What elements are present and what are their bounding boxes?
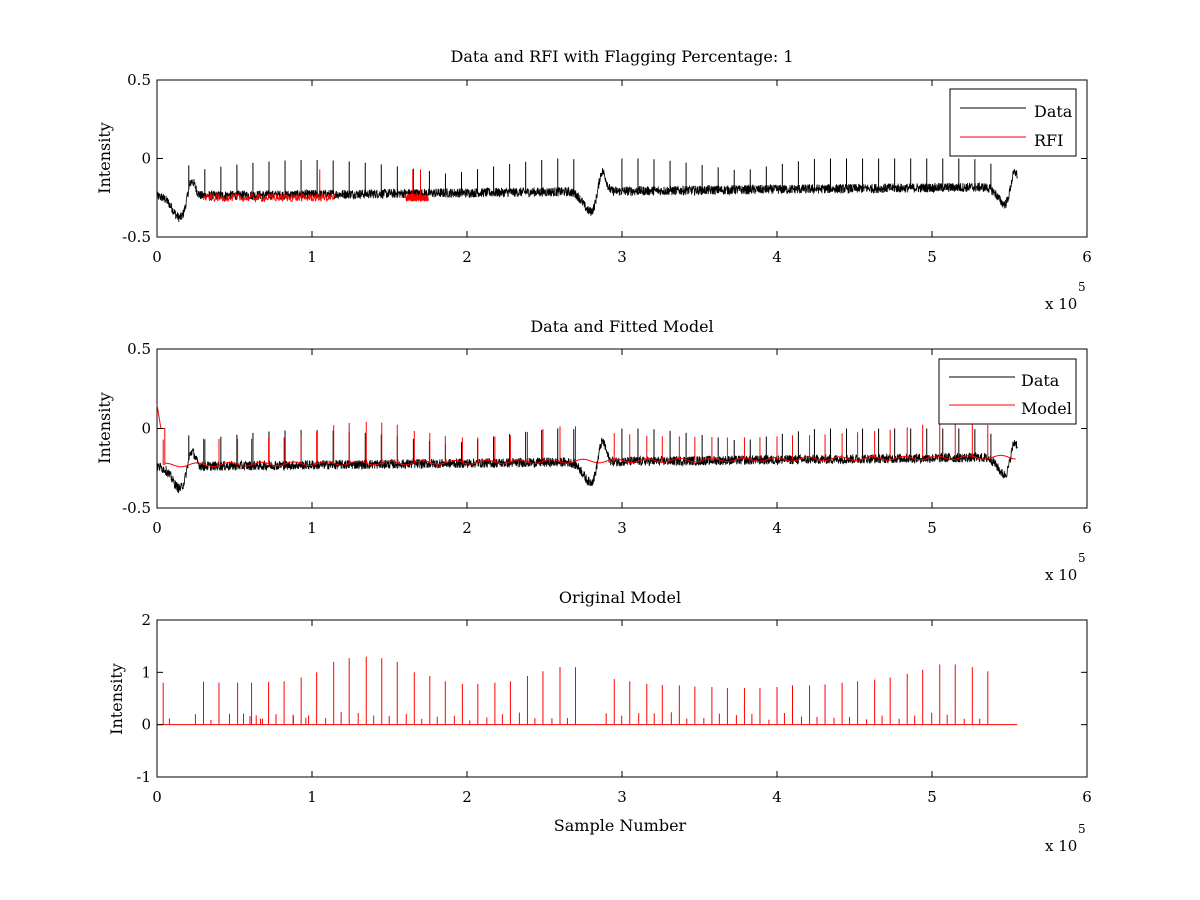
y-tick-label: 0.5	[127, 71, 151, 89]
series-line-rfi	[203, 192, 336, 203]
series-line-model	[156, 404, 1016, 468]
x-tick-label: 2	[462, 248, 472, 266]
x-axis-label: Sample Number	[554, 816, 687, 835]
x-tick-label: 2	[462, 788, 472, 806]
legend-entry-data: Data	[1021, 371, 1060, 390]
x-axis-exponent: x 10 5	[1045, 280, 1086, 313]
x-tick-label: 1	[307, 788, 317, 806]
y-tick-label: 0	[141, 420, 151, 438]
ticks: 0 1 2 3 4 5 60.50-0.5	[122, 71, 1092, 266]
subplot-original-model: Original Model Intensity Sample Number 0…	[107, 588, 1092, 855]
x-tick-label: 4	[772, 788, 782, 806]
y-tick-label: 2	[141, 611, 151, 629]
x-tick-label: 1	[307, 248, 317, 266]
exponent-base: x 10	[1045, 295, 1077, 313]
x-tick-label: 1	[307, 519, 317, 537]
x-tick-label: 3	[617, 788, 627, 806]
y-tick-label: 0	[141, 716, 151, 734]
x-tick-label: 6	[1082, 248, 1092, 266]
x-axis-exponent: x 10 5	[1045, 822, 1086, 855]
exponent-power: 5	[1078, 280, 1086, 294]
legend: Data Model	[938, 358, 1077, 425]
y-tick-label: 0	[141, 150, 151, 168]
exponent-power: 5	[1078, 822, 1086, 836]
legend: Data RFI	[949, 88, 1077, 157]
exponent-base: x 10	[1045, 837, 1077, 855]
y-axis-label: Intensity	[107, 663, 126, 735]
x-tick-label: 3	[617, 519, 627, 537]
y-tick-label: 0.5	[127, 340, 151, 358]
exponent-base: x 10	[1045, 566, 1077, 584]
x-tick-label: 4	[772, 248, 782, 266]
legend-entry-model: Model	[1021, 399, 1072, 418]
data-series-layer	[156, 404, 1018, 494]
y-axis-label: Intensity	[95, 392, 114, 464]
y-axis-label: Intensity	[95, 122, 114, 194]
x-tick-label: 6	[1082, 519, 1092, 537]
plot-area	[156, 619, 1088, 778]
chart-title: Original Model	[559, 588, 681, 607]
y-tick-label: -0.5	[122, 228, 151, 246]
legend-box	[949, 88, 1077, 157]
y-tick-label: 1	[141, 663, 151, 681]
x-tick-label: 0	[152, 248, 162, 266]
x-axis-exponent: x 10 5	[1045, 551, 1086, 584]
x-tick-label: 5	[927, 788, 937, 806]
y-tick-label: -0.5	[122, 499, 151, 517]
x-tick-label: 0	[152, 519, 162, 537]
x-tick-label: 5	[927, 248, 937, 266]
legend-entry-data: Data	[1034, 102, 1073, 121]
y-tick-label: -1	[136, 768, 151, 786]
x-tick-label: 2	[462, 519, 472, 537]
data-series-layer	[156, 158, 1018, 223]
ticks: 0 1 2 3 4 5 60.50-0.5	[122, 340, 1092, 537]
x-tick-label: 0	[152, 788, 162, 806]
x-tick-label: 6	[1082, 788, 1092, 806]
subplot-data-and-fitted-model: Data and Fitted Model Intensity 0 1 2 3 4 5 6 0…	[95, 317, 1092, 584]
data-series-layer	[157, 656, 1018, 726]
subplot-data-and-rfi: Data and RFI with Flagging Percentage: 1…	[95, 47, 1092, 313]
chart-title: Data and Fitted Model	[530, 317, 713, 336]
series-line-rfi	[404, 192, 429, 202]
exponent-power: 5	[1078, 551, 1086, 565]
legend-box	[938, 358, 1077, 425]
x-tick-label: 4	[772, 519, 782, 537]
x-tick-label: 3	[617, 248, 627, 266]
x-tick-label: 5	[927, 519, 937, 537]
chart-title: Data and RFI with Flagging Percentage: 1	[450, 47, 793, 66]
legend-entry-rfi: RFI	[1034, 131, 1063, 150]
